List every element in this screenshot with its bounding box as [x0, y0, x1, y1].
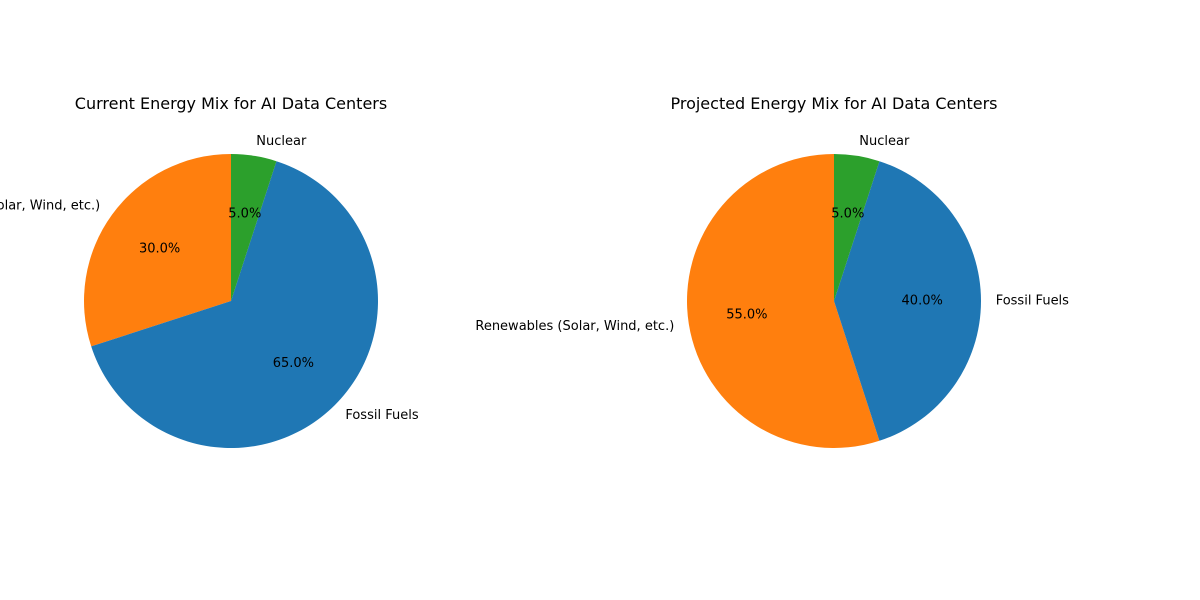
slice-label-fossil-fuels-current: Fossil Fuels [345, 408, 418, 423]
pct-label-renewables-projected: 55.0% [726, 307, 767, 322]
slice-fossil-fuels-current [91, 161, 378, 448]
pie-chart-projected: Projected Energy Mix for AI Data Centers… [475, 94, 1069, 449]
pct-label-fossil-fuels-current: 65.0% [273, 356, 314, 371]
chart-title-current: Current Energy Mix for AI Data Centers [75, 94, 387, 113]
pie-slices-current [83, 154, 378, 448]
slice-renewables-current [83, 154, 231, 347]
pct-label-renewables-current: 30.0% [139, 242, 180, 257]
pie-labels-projected: Renewables (Solar, Wind, etc.) 55.0% Fossi… [475, 134, 1069, 334]
pct-label-nuclear-projected: 5.0% [831, 206, 864, 221]
slice-fossil-fuels-projected [834, 161, 981, 441]
slice-nuclear-current [231, 154, 277, 301]
slice-label-fossil-fuels-projected: Fossil Fuels [996, 294, 1069, 309]
slice-label-renewables-projected: Renewables (Solar, Wind, etc.) [475, 319, 674, 334]
pct-label-fossil-fuels-projected: 40.0% [902, 294, 943, 309]
slice-label-nuclear-projected: Nuclear [859, 134, 910, 149]
slice-nuclear-projected [834, 154, 880, 301]
slice-label-renewables-current: Renewables (Solar, Wind, etc.) [0, 198, 100, 213]
pie-chart-current: Current Energy Mix for AI Data Centers R… [0, 94, 419, 448]
slice-renewables-projected [686, 154, 880, 449]
chart-title-projected: Projected Energy Mix for AI Data Centers [670, 94, 997, 113]
pie-labels-current: Renewables (Solar, Wind, etc.) 30.0% Fossi… [0, 134, 419, 423]
pie-slices-projected [686, 154, 981, 449]
pct-label-nuclear-current: 5.0% [228, 206, 261, 221]
slice-label-nuclear-current: Nuclear [256, 134, 307, 149]
